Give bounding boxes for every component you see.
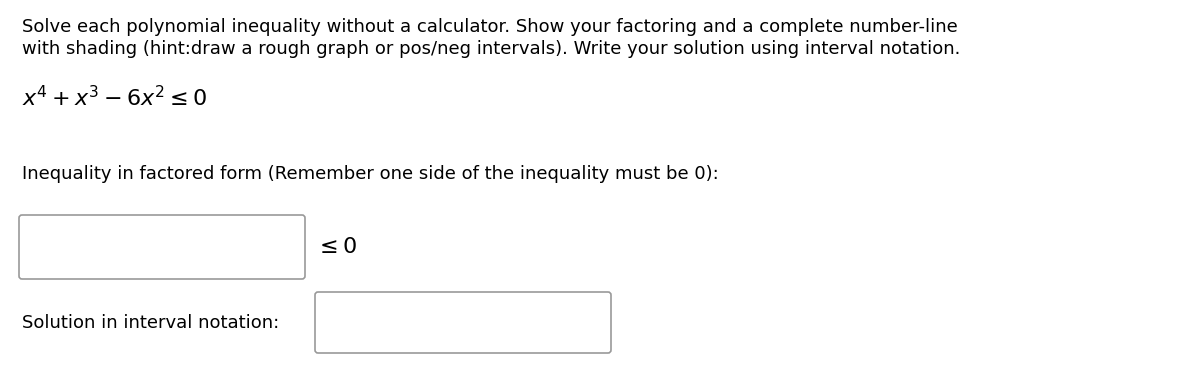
Text: Inequality in factored form (Remember one side of the inequality must be 0):: Inequality in factored form (Remember on… xyxy=(22,165,719,183)
FancyBboxPatch shape xyxy=(19,215,305,279)
FancyBboxPatch shape xyxy=(314,292,611,353)
Text: $x^4 + x^3 - 6x^2 \leq 0$: $x^4 + x^3 - 6x^2 \leq 0$ xyxy=(22,85,208,110)
Text: $\leq 0$: $\leq 0$ xyxy=(314,237,358,257)
Text: with shading (hint:draw a rough graph or pos/neg intervals). Write your solution: with shading (hint:draw a rough graph or… xyxy=(22,40,960,58)
Text: Solve each polynomial inequality without a calculator. Show your factoring and a: Solve each polynomial inequality without… xyxy=(22,18,958,36)
Text: Solution in interval notation:: Solution in interval notation: xyxy=(22,314,280,332)
